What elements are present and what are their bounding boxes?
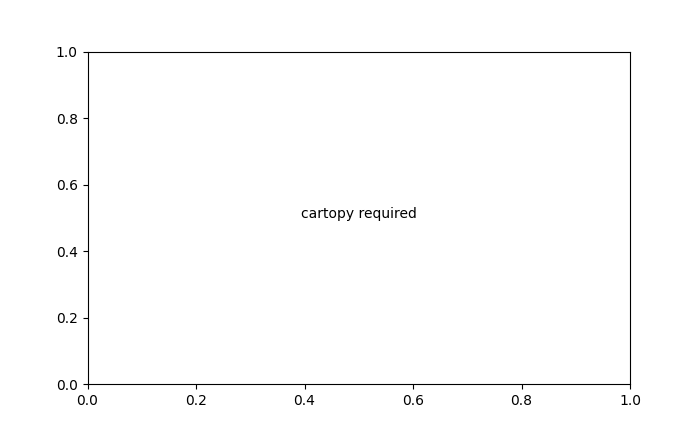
Text: cartopy required: cartopy required <box>301 207 416 221</box>
